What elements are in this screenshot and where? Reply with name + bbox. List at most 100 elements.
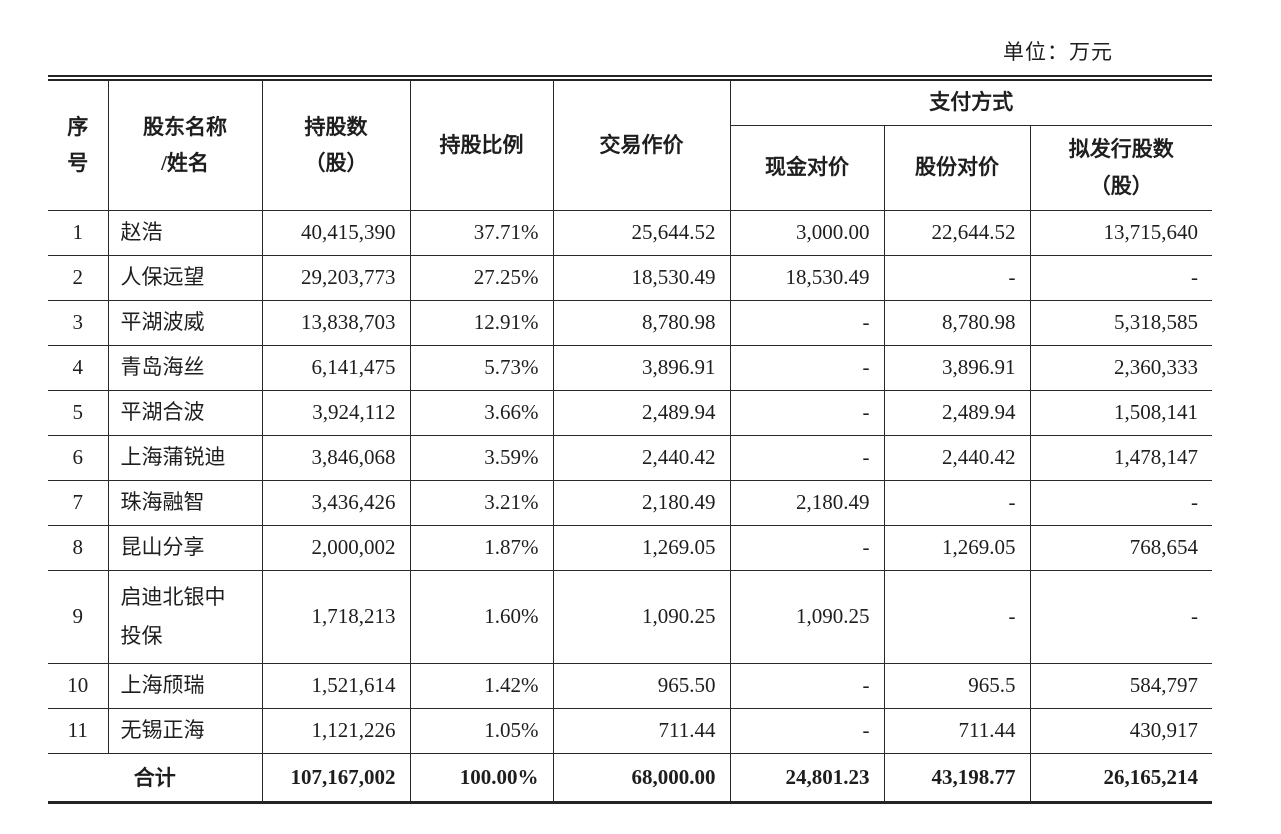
header-cash-consideration: 现金对价 — [730, 125, 885, 211]
cell-index: 7 — [48, 480, 109, 526]
document-page: 单位：万元 序 号 股东名称 /姓名 持股数 （股） 持股比例 交易作价 支付方… — [48, 40, 1213, 804]
cell-shareholding-ratio: 5.73% — [410, 345, 554, 391]
cell-proposed-shares: 2,360,333 — [1030, 345, 1213, 391]
cell-share-consideration: 22,644.52 — [884, 210, 1031, 256]
cell-proposed-shares: - — [1030, 255, 1213, 301]
cell-share-consideration: 8,780.98 — [884, 300, 1031, 346]
cell-share-consideration: 3,896.91 — [884, 345, 1031, 391]
cell-cash-consideration: - — [730, 663, 885, 709]
cell-shareholder-name: 启迪北银中 投保 — [108, 570, 263, 664]
cell-total-cash: 24,801.23 — [730, 753, 885, 803]
cell-transaction-price: 8,780.98 — [553, 300, 731, 346]
cell-proposed-shares: 584,797 — [1030, 663, 1213, 709]
cell-shareholding-ratio: 1.60% — [410, 570, 554, 664]
cell-shareholding-ratio: 3.59% — [410, 435, 554, 481]
cell-shares-held: 3,924,112 — [262, 390, 411, 436]
cell-proposed-shares: 13,715,640 — [1030, 210, 1213, 256]
cell-transaction-price: 711.44 — [553, 708, 731, 754]
cell-shares-held: 3,846,068 — [262, 435, 411, 481]
cell-shareholder-name: 平湖波威 — [108, 300, 263, 346]
cell-shares-held: 2,000,002 — [262, 525, 411, 571]
cell-total-ratio: 100.00% — [410, 753, 554, 803]
table-row: 7 珠海融智 3,436,426 3.21% 2,180.49 2,180.49… — [48, 480, 1213, 526]
cell-cash-consideration: - — [730, 390, 885, 436]
header-row-2: 现金对价 股份对价 拟发行股数 （股） — [48, 125, 1213, 211]
cell-index: 5 — [48, 390, 109, 436]
cell-share-consideration: - — [884, 570, 1031, 664]
table-row: 9 启迪北银中 投保 1,718,213 1.60% 1,090.25 1,09… — [48, 570, 1213, 664]
cell-share-consideration: 2,440.42 — [884, 435, 1031, 481]
cell-index: 4 — [48, 345, 109, 391]
cell-share-consideration: - — [884, 255, 1031, 301]
cell-shareholding-ratio: 27.25% — [410, 255, 554, 301]
table-row: 2 人保远望 29,203,773 27.25% 18,530.49 18,53… — [48, 255, 1213, 301]
cell-proposed-shares: 430,917 — [1030, 708, 1213, 754]
cell-shares-held: 13,838,703 — [262, 300, 411, 346]
cell-cash-consideration: - — [730, 300, 885, 346]
cell-share-consideration: 2,489.94 — [884, 390, 1031, 436]
cell-cash-consideration: 18,530.49 — [730, 255, 885, 301]
table-row: 8 昆山分享 2,000,002 1.87% 1,269.05 - 1,269.… — [48, 525, 1213, 571]
cell-shareholder-name: 人保远望 — [108, 255, 263, 301]
cell-shareholder-name: 上海颀瑞 — [108, 663, 263, 709]
table-row: 1 赵浩 40,415,390 37.71% 25,644.52 3,000.0… — [48, 210, 1213, 256]
cell-shareholder-name: 珠海融智 — [108, 480, 263, 526]
cell-transaction-price: 965.50 — [553, 663, 731, 709]
cell-transaction-price: 2,489.94 — [553, 390, 731, 436]
table-row: 6 上海蒲锐迪 3,846,068 3.59% 2,440.42 - 2,440… — [48, 435, 1213, 481]
cell-shares-held: 1,121,226 — [262, 708, 411, 754]
cell-proposed-shares: 5,318,585 — [1030, 300, 1213, 346]
cell-shareholder-name: 昆山分享 — [108, 525, 263, 571]
cell-proposed-shares: 1,478,147 — [1030, 435, 1213, 481]
cell-cash-consideration: 1,090.25 — [730, 570, 885, 664]
header-shares-held: 持股数 （股） — [262, 78, 411, 211]
cell-shareholder-name: 平湖合波 — [108, 390, 263, 436]
cell-shareholder-name: 青岛海丝 — [108, 345, 263, 391]
cell-shares-held: 29,203,773 — [262, 255, 411, 301]
cell-shares-held: 40,415,390 — [262, 210, 411, 256]
header-row-1: 序 号 股东名称 /姓名 持股数 （股） 持股比例 交易作价 支付方式 — [48, 78, 1213, 211]
cell-shareholder-name: 无锡正海 — [108, 708, 263, 754]
cell-share-consideration: - — [884, 480, 1031, 526]
cell-proposed-shares: 768,654 — [1030, 525, 1213, 571]
cell-shares-held: 1,718,213 — [262, 570, 411, 664]
cell-cash-consideration: - — [730, 345, 885, 391]
table-row: 4 青岛海丝 6,141,475 5.73% 3,896.91 - 3,896.… — [48, 345, 1213, 391]
cell-index: 8 — [48, 525, 109, 571]
unit-label: 单位：万元 — [1003, 40, 1113, 64]
cell-cash-consideration: - — [730, 525, 885, 571]
cell-shareholding-ratio: 3.66% — [410, 390, 554, 436]
header-shareholder-name: 股东名称 /姓名 — [108, 78, 263, 211]
cell-total-price: 68,000.00 — [553, 753, 731, 803]
header-transaction-price: 交易作价 — [553, 78, 731, 211]
cell-total-proposed-shares: 26,165,214 — [1030, 753, 1213, 803]
cell-shareholding-ratio: 12.91% — [410, 300, 554, 346]
cell-total-label: 合计 — [48, 753, 263, 803]
cell-share-consideration: 1,269.05 — [884, 525, 1031, 571]
cell-shares-held: 1,521,614 — [262, 663, 411, 709]
cell-index: 2 — [48, 255, 109, 301]
cell-index: 6 — [48, 435, 109, 481]
cell-shareholding-ratio: 1.05% — [410, 708, 554, 754]
total-row: 合计 107,167,002 100.00% 68,000.00 24,801.… — [48, 753, 1213, 803]
cell-transaction-price: 18,530.49 — [553, 255, 731, 301]
cell-proposed-shares: - — [1030, 480, 1213, 526]
cell-index: 10 — [48, 663, 109, 709]
cell-transaction-price: 3,896.91 — [553, 345, 731, 391]
cell-cash-consideration: 2,180.49 — [730, 480, 885, 526]
cell-index: 1 — [48, 210, 109, 256]
cell-cash-consideration: - — [730, 435, 885, 481]
header-index: 序 号 — [48, 78, 109, 211]
cell-proposed-shares: - — [1030, 570, 1213, 664]
header-share-consideration: 股份对价 — [884, 125, 1031, 211]
table-row: 3 平湖波威 13,838,703 12.91% 8,780.98 - 8,78… — [48, 300, 1213, 346]
header-shareholding-ratio: 持股比例 — [410, 78, 554, 211]
cell-share-consideration: 965.5 — [884, 663, 1031, 709]
cell-transaction-price: 2,440.42 — [553, 435, 731, 481]
cell-index: 11 — [48, 708, 109, 754]
cell-total-shares: 107,167,002 — [262, 753, 411, 803]
cell-cash-consideration: 3,000.00 — [730, 210, 885, 256]
shareholder-payment-table: 序 号 股东名称 /姓名 持股数 （股） 持股比例 交易作价 支付方式 现金对价… — [48, 75, 1213, 804]
cell-index: 3 — [48, 300, 109, 346]
cell-transaction-price: 1,090.25 — [553, 570, 731, 664]
